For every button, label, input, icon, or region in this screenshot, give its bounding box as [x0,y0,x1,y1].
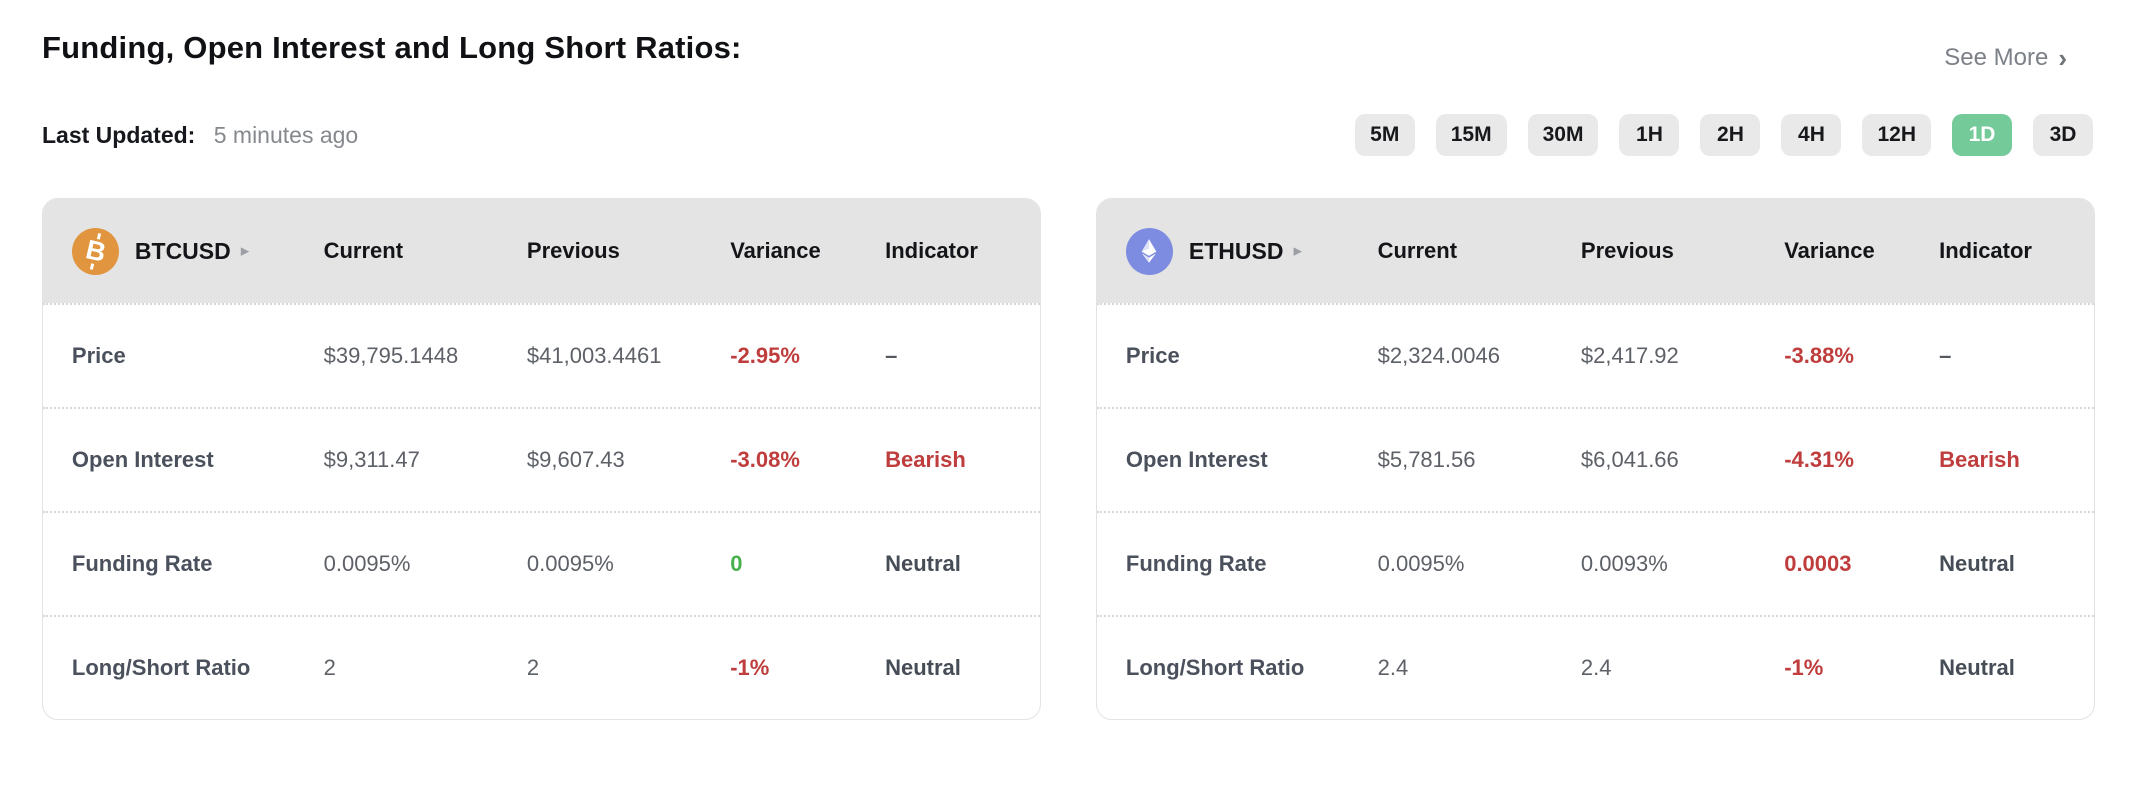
btcusd-symbol-selector[interactable]: B BTCUSD ▸ [71,227,324,275]
previous-value: 0.0093% [1580,551,1668,576]
previous-value: $6,041.66 [1580,447,1679,472]
previous-value: $2,417.92 [1580,343,1679,368]
previous-value: 0.0095% [526,551,614,576]
row-label: Price [1125,343,1180,368]
last-updated: Last Updated: 5 minutes ago [42,122,358,149]
current-value: 0.0095% [323,551,411,576]
ethusd-table: ETHUSD ▸ Current Previous Variance Indic… [1096,198,2095,720]
title-row: Funding, Open Interest and Long Short Ra… [42,30,2095,72]
timeframe-button-3d[interactable]: 3D [2033,114,2093,156]
current-value: $5,781.56 [1377,447,1476,472]
timeframe-button-30m[interactable]: 30M [1527,114,1599,156]
column-header-variance: Variance [1784,238,1875,263]
variance-value: -1% [1784,655,1824,680]
timeframe-button-2h[interactable]: 2H [1700,114,1761,156]
timeframe-selector: 5M 15M 30M 1H 2H 4H 12H 1D 3D [1354,114,2093,156]
variance-value: -2.95% [730,343,800,368]
meta-row: Last Updated: 5 minutes ago 5M 15M 30M 1… [42,114,2095,156]
column-header-variance: Variance [730,238,821,263]
table-row: Open Interest $5,781.56 $6,041.66 -4.31%… [1097,407,2094,511]
timeframe-button-4h[interactable]: 4H [1781,114,1842,156]
timeframe-button-12h[interactable]: 12H [1862,114,1931,156]
symbol-name: ETHUSD [1188,237,1284,264]
table-row: Long/Short Ratio 2.4 2.4 -1% Neutral [1097,615,2094,719]
chevron-small-icon: ▸ [240,241,250,260]
table-row: Price $2,324.0046 $2,417.92 -3.88% – [1097,303,2094,407]
column-header-indicator: Indicator [1939,238,2032,263]
indicator-value: Bearish [885,447,966,472]
previous-value: 2 [526,655,540,680]
current-value: $2,324.0046 [1377,343,1500,368]
row-label: Long/Short Ratio [1125,655,1305,680]
row-label: Price [71,343,126,368]
variance-value: -4.31% [1784,447,1854,472]
tables-container: B BTCUSD ▸ Current Previous Variance Ind… [42,198,2095,720]
indicator-value: Neutral [885,551,961,576]
ethereum-icon [1125,227,1173,275]
timeframe-button-15m[interactable]: 15M [1435,114,1507,156]
variance-value: -3.08% [730,447,800,472]
chevron-right-icon: › [2058,43,2067,73]
column-header-current: Current [1377,238,1458,263]
row-label: Long/Short Ratio [71,655,251,680]
timeframe-button-1d[interactable]: 1D [1952,114,2012,156]
variance-value: 0 [730,551,743,576]
symbol-name: BTCUSD [134,237,231,264]
table-row: Open Interest $9,311.47 $9,607.43 -3.08%… [43,407,1040,511]
table-row: Funding Rate 0.0095% 0.0093% 0.0003 Neut… [1097,511,2094,615]
row-label: Open Interest [1125,447,1268,472]
btcusd-table: B BTCUSD ▸ Current Previous Variance Ind… [42,198,1041,720]
column-header-previous: Previous [526,238,620,263]
current-value: $9,311.47 [323,447,420,472]
ethusd-symbol-selector[interactable]: ETHUSD ▸ [1125,227,1378,275]
variance-value: -1% [730,655,770,680]
current-value: $39,795.1448 [323,343,459,368]
table-row: Funding Rate 0.0095% 0.0095% 0 Neutral [43,511,1040,615]
column-header-previous: Previous [1580,238,1674,263]
column-header-indicator: Indicator [885,238,978,263]
see-more-label: See More [1944,44,2049,71]
row-label: Funding Rate [1125,551,1267,576]
variance-value: 0.0003 [1784,551,1852,576]
indicator-value: Neutral [885,655,961,680]
current-value: 2.4 [1377,655,1409,680]
variance-value: -3.88% [1784,343,1854,368]
previous-value: 2.4 [1580,655,1612,680]
current-value: 0.0095% [1377,551,1465,576]
row-label: Funding Rate [71,551,213,576]
indicator-value: – [1939,343,1952,368]
page-title: Funding, Open Interest and Long Short Ra… [42,30,742,65]
table-row: Long/Short Ratio 2 2 -1% Neutral [43,615,1040,719]
ethusd-table-header: ETHUSD ▸ Current Previous Variance Indic… [1097,199,2094,303]
row-label: Open Interest [71,447,214,472]
last-updated-label: Last Updated: [42,121,196,148]
see-more-link[interactable]: See More › [1944,44,2067,72]
indicator-value: Neutral [1939,551,2015,576]
chevron-small-icon: ▸ [1293,241,1303,260]
last-updated-value: 5 minutes ago [213,121,359,148]
previous-value: $9,607.43 [526,447,625,472]
bitcoin-icon: B [71,227,119,275]
indicator-value: Bearish [1939,447,2020,472]
column-header-current: Current [323,238,404,263]
current-value: 2 [323,655,336,680]
indicator-value: Neutral [1939,655,2015,680]
timeframe-button-1h[interactable]: 1H [1619,114,1680,156]
btcusd-table-header: B BTCUSD ▸ Current Previous Variance Ind… [43,199,1040,303]
timeframe-button-5m[interactable]: 5M [1354,114,1415,156]
indicator-value: – [885,343,898,368]
table-row: Price $39,795.1448 $41,003.4461 -2.95% – [43,303,1040,407]
previous-value: $41,003.4461 [526,343,662,368]
